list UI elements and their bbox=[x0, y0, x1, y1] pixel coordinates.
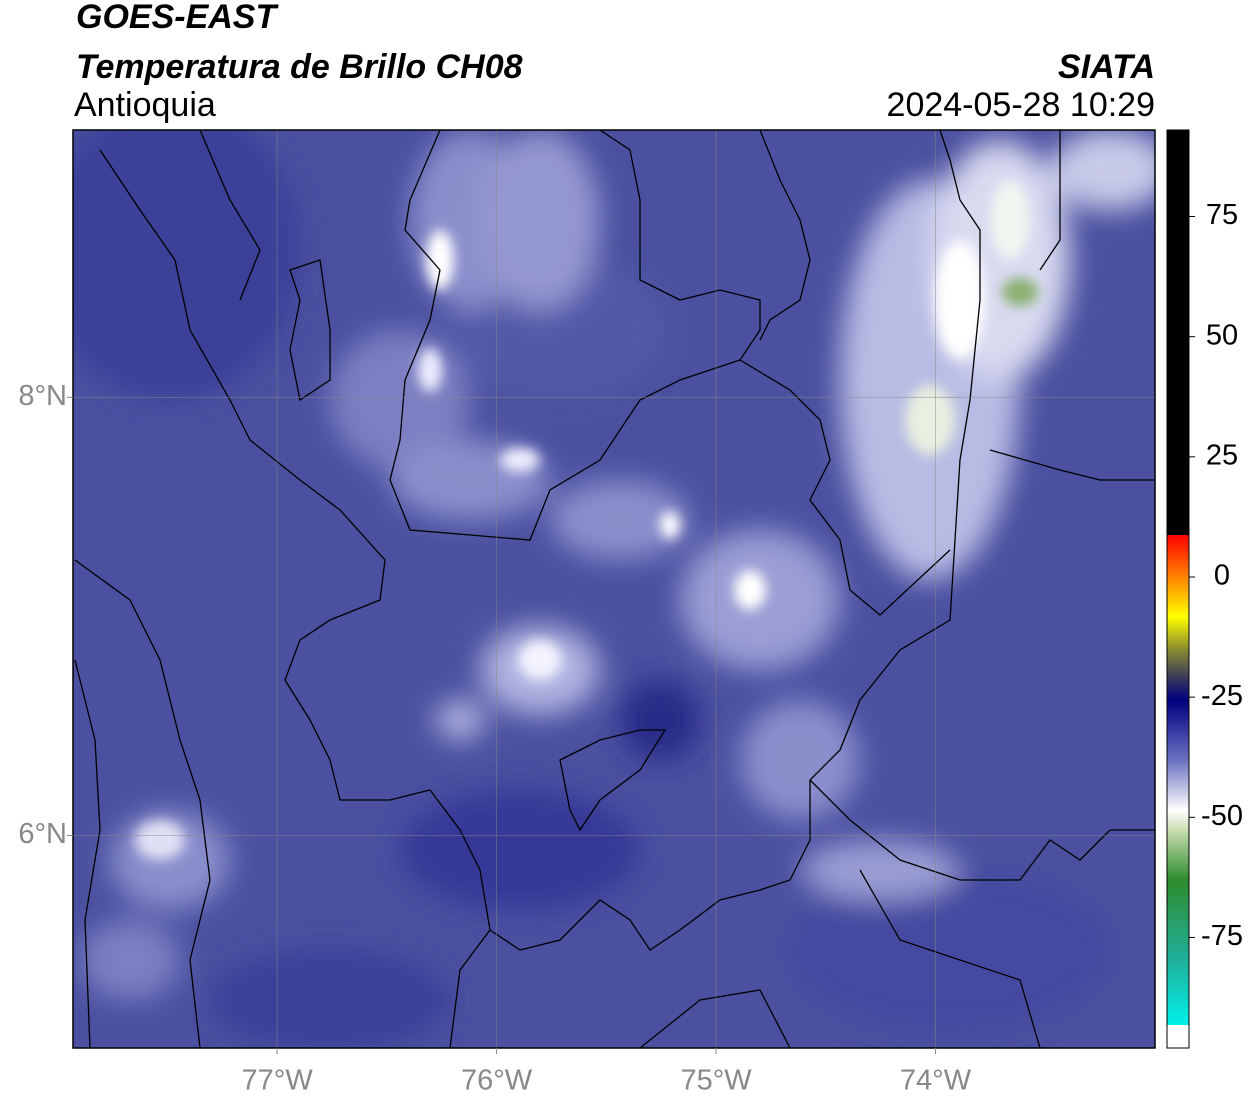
colorbar-tick-label: -75 bbox=[1201, 920, 1243, 952]
colorbar-tick-label: -25 bbox=[1201, 680, 1243, 712]
colorbar-tick-label: 25 bbox=[1206, 439, 1238, 471]
ticks: 77°W 76°W 75°W 74°W 8°N 6°N 75 50 25 0 -25 -50 -75 bbox=[18, 199, 1243, 1096]
source-label: SIATA bbox=[1058, 48, 1155, 86]
map-frame bbox=[72, 129, 1156, 1049]
datetime-label: 2024-05-28 10:29 bbox=[887, 86, 1155, 124]
colorbar-tick-label: 75 bbox=[1206, 199, 1238, 231]
colorbar-tick-label: -50 bbox=[1201, 800, 1243, 832]
product-title: Temperatura de Brillo CH08 bbox=[76, 48, 523, 86]
y-tick-label: 8°N bbox=[18, 380, 67, 412]
map-image bbox=[73, 130, 1155, 1048]
y-tick-label: 6°N bbox=[18, 818, 67, 850]
x-tick-label: 77°W bbox=[241, 1065, 313, 1097]
x-tick-label: 75°W bbox=[680, 1065, 752, 1097]
grid bbox=[73, 130, 1155, 1048]
colorbar bbox=[1166, 129, 1190, 1049]
region-label: Antioquia bbox=[74, 86, 216, 124]
borders bbox=[74, 130, 1155, 1048]
colorbar-tick-label: 50 bbox=[1206, 319, 1238, 351]
colorbar-tick-label: 0 bbox=[1214, 560, 1230, 592]
satellite-title: GOES-EAST bbox=[76, 0, 279, 36]
x-tick-label: 74°W bbox=[900, 1065, 972, 1097]
x-tick-label: 76°W bbox=[461, 1065, 533, 1097]
